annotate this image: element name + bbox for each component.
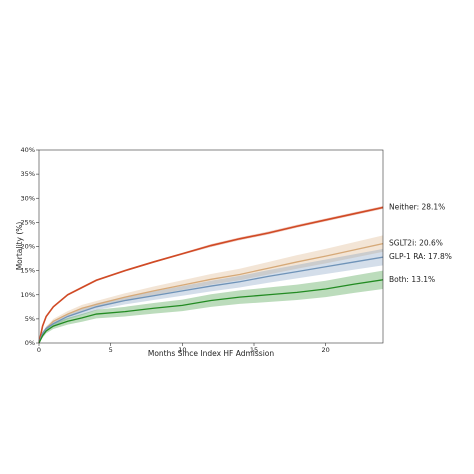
series-line	[38, 242, 384, 344]
x-tick-label: 0	[37, 346, 41, 354]
plot-frame	[38, 149, 384, 344]
y-tick-label: 10%	[21, 291, 35, 299]
y-tick-label: 5%	[25, 315, 35, 323]
x-axis-label: Months Since Index HF Admission	[148, 349, 275, 358]
x-tick-label: 5	[109, 346, 113, 354]
confidence-band	[39, 270, 383, 343]
confidence-band	[39, 248, 383, 343]
series-line	[38, 256, 384, 344]
end-label: Neither: 28.1%	[389, 202, 445, 211]
y-axis-label: Mortality (%)	[15, 222, 24, 271]
y-tick-label: 40%	[21, 146, 35, 154]
end-label: Both: 13.1%	[389, 275, 435, 284]
y-tick-label: 20%	[21, 243, 35, 251]
end-label: GLP-1 RA: 17.8%	[389, 252, 452, 261]
y-tick-label: 30%	[21, 194, 35, 202]
y-tick-label: 25%	[21, 218, 35, 226]
end-label: SGLT2i: 20.6%	[389, 239, 443, 248]
y-tick-label: 35%	[21, 170, 35, 178]
y-tick-label: 15%	[21, 267, 35, 275]
series-line	[38, 279, 384, 344]
series-line	[38, 206, 384, 344]
y-tick-label: 0%	[25, 339, 35, 347]
x-tick-label: 15	[250, 346, 258, 354]
x-tick-label: 10	[178, 346, 186, 354]
x-tick-label: 20	[322, 346, 330, 354]
